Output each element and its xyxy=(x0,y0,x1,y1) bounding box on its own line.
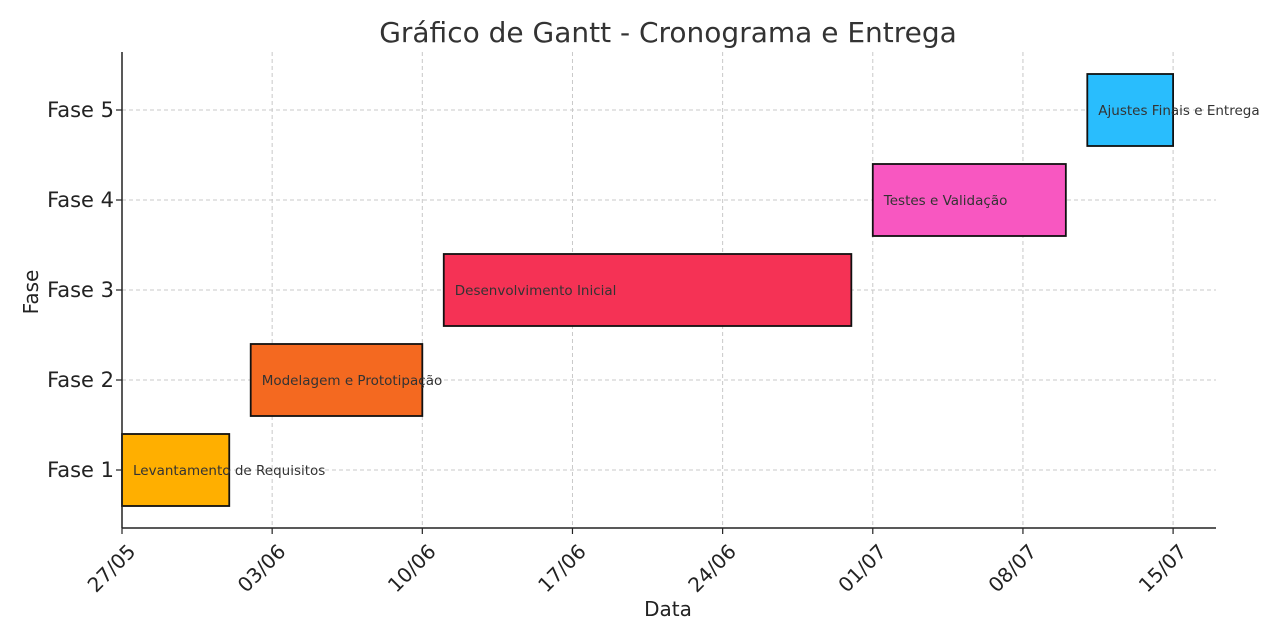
y-tick-label: Fase 1 xyxy=(47,458,114,482)
gantt-bar-label: Testes e Validação xyxy=(883,193,1008,209)
grid-lines xyxy=(121,52,1216,528)
gantt-bar-label: Ajustes Finais e Entrega xyxy=(1098,103,1259,119)
gantt-bar-label: Modelagem e Prototipação xyxy=(262,373,443,389)
x-tick-label: 24/06 xyxy=(683,539,741,597)
gantt-bar xyxy=(249,343,424,417)
x-tick-label: 15/07 xyxy=(1134,539,1192,597)
gantt-bar xyxy=(1086,73,1174,147)
y-tick-label: Fase 2 xyxy=(47,368,114,392)
x-tick-label: 03/06 xyxy=(233,539,291,597)
y-tick-label: Fase 5 xyxy=(47,98,114,122)
gantt-bar xyxy=(871,163,1067,237)
chart-title: Gráfico de Gantt - Cronograma e Entrega xyxy=(379,16,957,49)
x-tick-label: 17/06 xyxy=(533,539,591,597)
x-tick-label: 08/07 xyxy=(983,539,1041,597)
x-tick-label: 27/05 xyxy=(83,539,141,597)
gantt-bar xyxy=(442,253,853,327)
x-tick-label: 10/06 xyxy=(383,539,441,597)
gantt-bar-label: Levantamento de Requisitos xyxy=(133,463,325,479)
y-tick-label: Fase 3 xyxy=(47,278,114,302)
bars: Levantamento de Requisitos Modelagem e Pr… xyxy=(121,73,1260,507)
x-axis-label: Data xyxy=(644,597,692,621)
y-axis-label: Fase xyxy=(19,270,43,315)
y-tick-label: Fase 4 xyxy=(47,188,114,212)
gantt-bar-label: Desenvolvimento Inicial xyxy=(455,283,617,299)
x-tick-label: 01/07 xyxy=(833,539,891,597)
